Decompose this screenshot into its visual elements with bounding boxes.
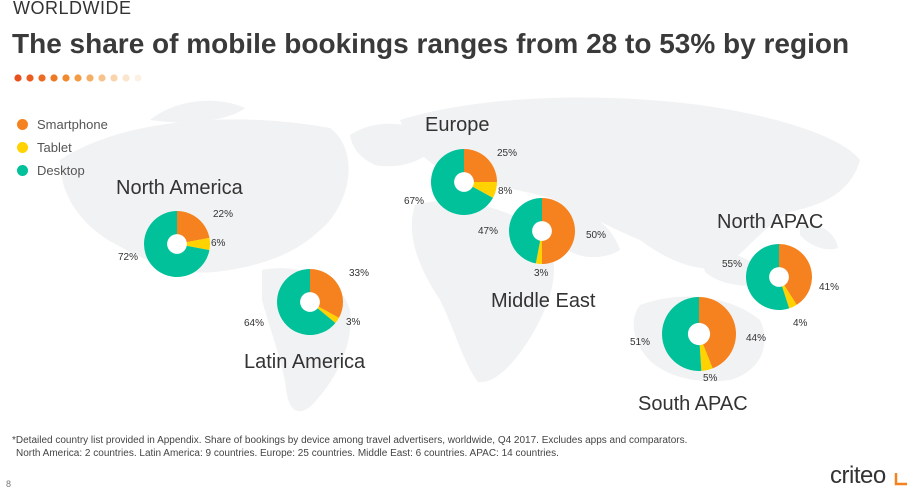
- slice-middle-east-desktop: [509, 198, 542, 264]
- donut-hole: [687, 322, 711, 346]
- data-label-middle-east-tablet: 3%: [534, 268, 549, 279]
- data-label-south-apac-desktop: 51%: [630, 337, 651, 348]
- data-label-south-apac-smartphone: 44%: [746, 333, 767, 344]
- donut-north-america: [144, 211, 210, 277]
- footnote: *Detailed country list provided in Appen…: [12, 434, 687, 460]
- data-label-north-america-tablet: 6%: [211, 238, 226, 249]
- slice-europe-smartphone: [464, 149, 497, 182]
- page-title: The share of mobile bookings ranges from…: [12, 28, 850, 59]
- slice-north-america-tablet: [177, 237, 210, 251]
- donut-hole: [769, 267, 789, 287]
- legend-swatch-tablet: [17, 142, 28, 153]
- footnote-line-1: *Detailed country list provided in Appen…: [12, 435, 688, 446]
- brand-mark-icon: [894, 473, 907, 486]
- data-label-latin-america-tablet: 3%: [346, 317, 361, 328]
- slice-middle-east-smartphone: [542, 198, 575, 264]
- region-label-latin-america: Latin America: [244, 351, 366, 373]
- data-label-north-apac-desktop: 55%: [722, 259, 743, 270]
- donut-north-apac: [746, 244, 813, 311]
- decorative-dot-row: [14, 74, 142, 82]
- region-label-north-america: North America: [116, 177, 243, 199]
- donut-hole: [167, 234, 187, 254]
- data-label-europe-tablet: 8%: [498, 186, 513, 197]
- footnote-line-2: North America: 2 countries. Latin Americ…: [16, 448, 559, 459]
- donut-middle-east: [509, 198, 575, 264]
- donut-hole: [300, 292, 320, 312]
- legend-swatch-desktop: [17, 165, 28, 176]
- region-label-europe: Europe: [425, 114, 490, 136]
- legend-item-tablet: Tablet: [17, 136, 108, 159]
- slice-north-apac-smartphone: [779, 244, 813, 305]
- brand-logo: criteo: [830, 462, 886, 489]
- region-label-south-apac: South APAC: [638, 393, 748, 415]
- data-label-europe-smartphone: 25%: [497, 148, 518, 159]
- data-label-south-apac-tablet: 5%: [703, 373, 718, 384]
- donut-europe: [431, 149, 498, 216]
- slice-north-america-smartphone: [177, 211, 210, 244]
- legend-swatch-smartphone: [17, 119, 28, 130]
- data-label-north-america-desktop: 72%: [118, 252, 139, 263]
- legend-item-desktop: Desktop: [17, 159, 108, 182]
- slice-north-apac-desktop: [746, 244, 790, 311]
- data-label-north-apac-smartphone: 41%: [819, 282, 840, 293]
- data-label-latin-america-smartphone: 33%: [349, 268, 370, 279]
- chart-legend: Smartphone Tablet Desktop: [17, 113, 108, 182]
- section-kicker: WORLDWIDE: [13, 0, 132, 18]
- donut-south-apac: [662, 297, 737, 372]
- slice-south-apac-desktop: [662, 297, 702, 372]
- legend-label: Smartphone: [37, 117, 108, 132]
- data-label-north-america-smartphone: 22%: [213, 209, 234, 220]
- data-label-north-apac-tablet: 4%: [793, 318, 808, 329]
- data-label-latin-america-desktop: 64%: [244, 318, 265, 329]
- legend-item-smartphone: Smartphone: [17, 113, 108, 136]
- region-label-north-apac: North APAC: [717, 211, 824, 233]
- donut-hole: [454, 172, 474, 192]
- data-label-europe-desktop: 67%: [404, 196, 425, 207]
- data-label-middle-east-smartphone: 50%: [586, 230, 607, 241]
- region-label-middle-east: Middle East: [491, 290, 596, 312]
- data-label-middle-east-desktop: 47%: [478, 226, 499, 237]
- page-number: 8: [6, 479, 12, 489]
- legend-label: Tablet: [37, 140, 72, 155]
- donut-latin-america: [277, 269, 343, 335]
- donut-hole: [532, 221, 552, 241]
- slice-south-apac-smartphone: [699, 297, 737, 369]
- legend-label: Desktop: [37, 163, 85, 178]
